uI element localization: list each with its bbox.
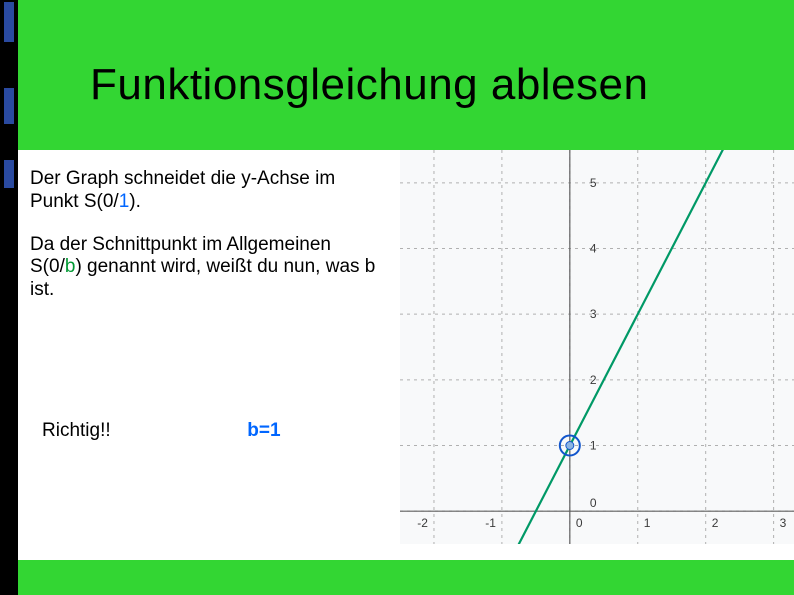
p2-accent: b (65, 256, 76, 277)
svg-text:-2: -2 (417, 516, 428, 530)
svg-text:2: 2 (712, 516, 719, 530)
correct-label: Richtig!! (42, 420, 242, 442)
chart-bg: -2 -1 0 1 2 3 1 2 3 4 5 0 (400, 150, 794, 544)
b-value-label: b=1 (247, 420, 280, 441)
chart-container: -2 -1 0 1 2 3 1 2 3 4 5 0 (400, 150, 794, 560)
p2-suffix: ) genannt wird, weißt du nun, was b ist. (30, 256, 375, 300)
paragraph-1: Der Graph schneidet die y-Achse im Punkt… (30, 168, 382, 214)
slide: Funktionsgleichung ablesen Der Graph sch… (0, 0, 794, 595)
accent-bar (4, 88, 14, 124)
svg-text:1: 1 (590, 439, 597, 453)
p1-accent: 1 (119, 191, 130, 212)
p1-prefix: Der Graph schneidet die y-Achse im Punkt… (30, 168, 335, 212)
accent-bar (4, 2, 14, 42)
paragraph-2: Da der Schnittpunkt im Allgemeinen S(0/b… (30, 234, 382, 302)
svg-text:-1: -1 (485, 516, 496, 530)
text-column: Der Graph schneidet die y-Achse im Punkt… (30, 168, 382, 322)
svg-text:4: 4 (590, 242, 597, 256)
svg-text:1: 1 (644, 516, 651, 530)
svg-text:5: 5 (590, 176, 597, 190)
chart-svg: -2 -1 0 1 2 3 1 2 3 4 5 0 (400, 150, 794, 544)
svg-text:0: 0 (576, 516, 583, 530)
content-area: Der Graph schneidet die y-Achse im Punkt… (18, 150, 794, 560)
svg-text:3: 3 (590, 307, 597, 321)
accent-bar (4, 160, 14, 188)
svg-text:0: 0 (590, 496, 597, 510)
svg-text:2: 2 (590, 373, 597, 387)
svg-text:3: 3 (780, 516, 787, 530)
p1-suffix: ). (129, 191, 141, 212)
slide-title: Funktionsgleichung ablesen (90, 60, 649, 110)
left-bar-strip (0, 0, 18, 595)
result-row: Richtig!! b=1 (42, 420, 382, 442)
